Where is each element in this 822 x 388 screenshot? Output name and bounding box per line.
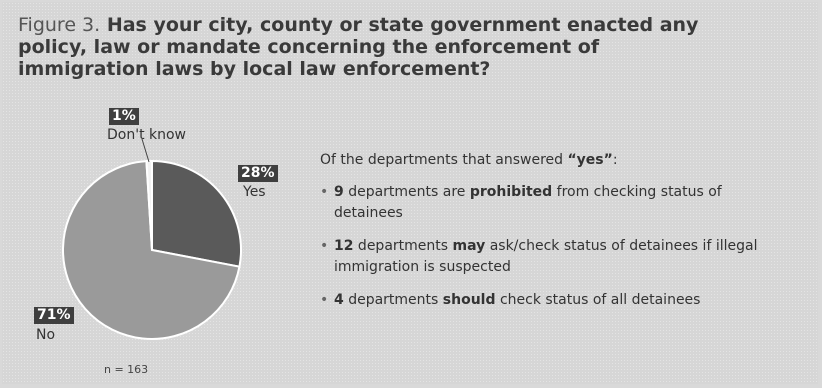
text-pre: departments are — [343, 184, 470, 200]
dont-know-leader-line — [141, 138, 150, 163]
text-emphasis: may — [452, 238, 486, 254]
bullet-icon: • — [320, 238, 329, 254]
dont-know-label: Don't know — [107, 127, 187, 143]
pie-chart — [62, 138, 242, 340]
count: 4 — [334, 292, 344, 308]
yes-breakdown: Of the departments that answered “yes”: … — [320, 152, 770, 323]
pie-slice-yes — [151, 159, 242, 268]
count: 9 — [334, 184, 344, 200]
no-pct: 71% — [34, 307, 74, 324]
text-pre: departments — [343, 292, 443, 308]
yes-pct: 28% — [238, 165, 278, 182]
dont-know-pct: 1% — [109, 108, 139, 125]
text-pre: departments — [353, 238, 453, 254]
figure-panel: Figure 3. Has your city, county or state… — [2, 2, 818, 384]
lead-quote: “yes” — [567, 152, 613, 168]
breakdown-lead: Of the departments that answered “yes”: — [320, 152, 770, 168]
sample-size-note: n = 163 — [104, 363, 149, 376]
list-item: • 12 departments may ask/check status of … — [320, 236, 770, 278]
lead-text: Of the departments that answered — [320, 152, 568, 168]
breakdown-list: • 9 departments are prohibited from check… — [320, 182, 770, 311]
text-post: check status of all detainees — [495, 292, 701, 308]
bullet-icon: • — [320, 292, 329, 308]
text-post: from checking status of detainees — [334, 184, 722, 221]
lead-end: : — [612, 152, 618, 168]
bullet-icon: • — [320, 184, 329, 200]
list-item: • 4 departments should check status of al… — [320, 290, 770, 311]
list-item: • 9 departments are prohibited from check… — [320, 182, 770, 224]
count: 12 — [334, 238, 354, 254]
yes-label: Yes — [243, 184, 266, 200]
pie-slice-no — [62, 160, 241, 340]
no-label: No — [36, 327, 56, 343]
text-emphasis: should — [442, 292, 496, 308]
title-text: Has your city, county or state governmen… — [18, 14, 699, 80]
figure-title: Figure 3. Has your city, county or state… — [18, 14, 708, 80]
figure-label: Figure 3. — [18, 14, 101, 36]
text-emphasis: prohibited — [469, 184, 553, 200]
text-post: ask/check status of detainees if illegal… — [334, 238, 758, 275]
